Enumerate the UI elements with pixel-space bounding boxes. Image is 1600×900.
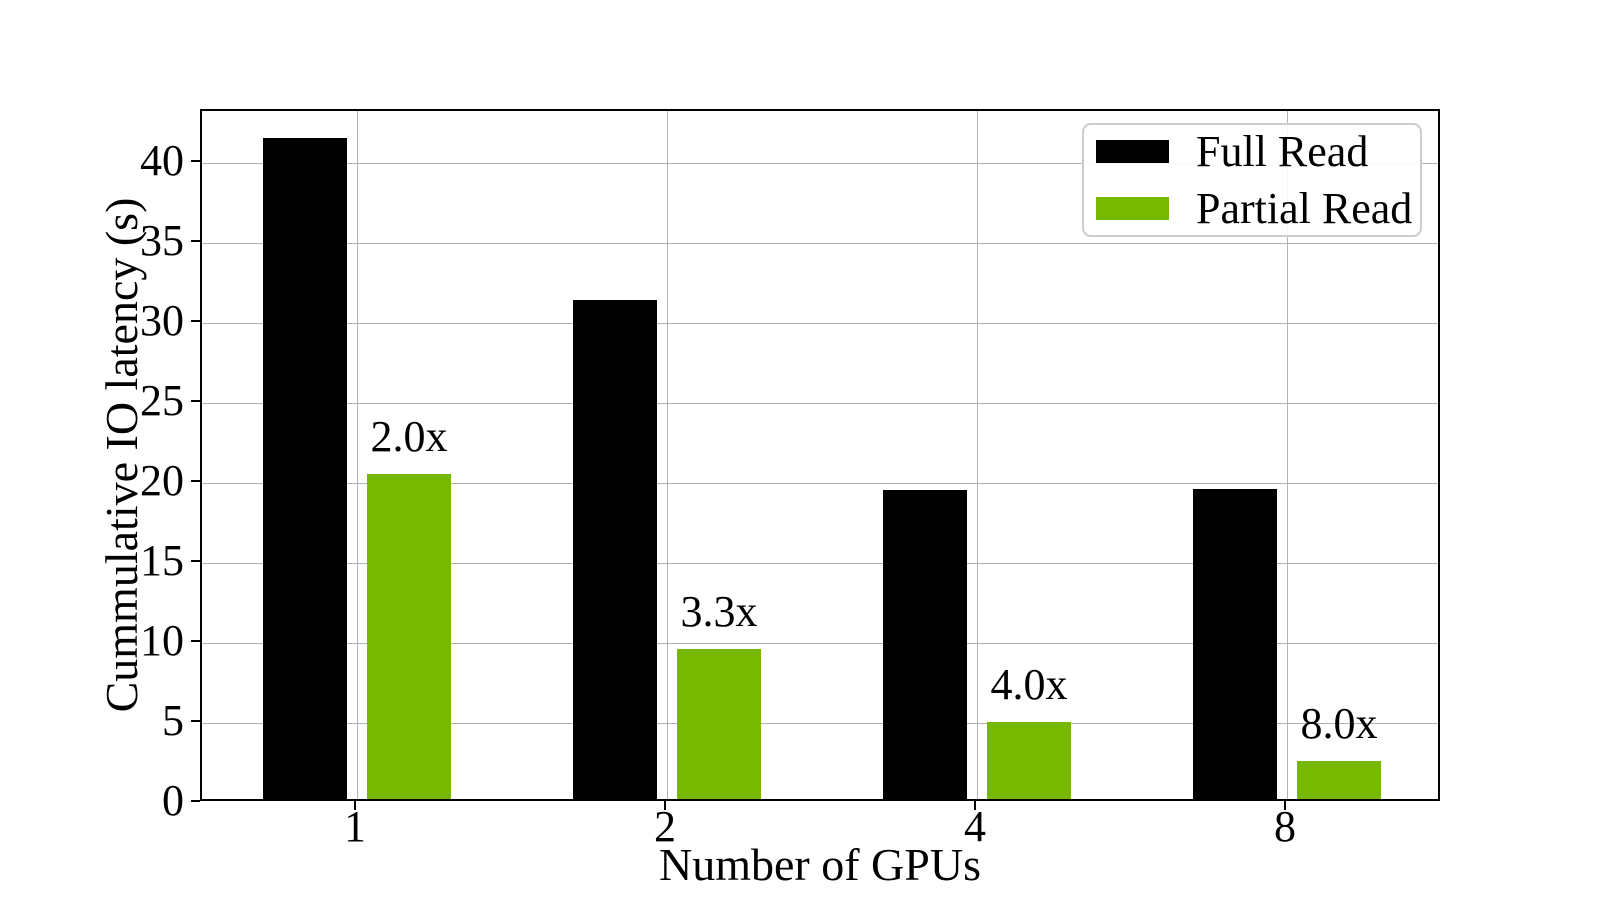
bar-partial-read-2gpu — [677, 648, 761, 799]
y-tick-mark-0 — [191, 800, 200, 802]
gridline-y-20 — [202, 482, 1438, 484]
x-tick-label-2: 2 — [654, 802, 676, 851]
gridline-y-35 — [202, 242, 1438, 244]
gridline-y-10 — [202, 642, 1438, 644]
x-tick-label-4: 4 — [964, 802, 986, 851]
bar-partial-read-1gpu — [367, 474, 451, 799]
legend-label-full-read: Full Read — [1196, 126, 1369, 176]
x-tick-mark-1 — [354, 801, 356, 810]
gridline-y-25 — [202, 402, 1438, 404]
y-tick-label-20: 20 — [140, 456, 184, 505]
gridline-y-30 — [202, 322, 1438, 324]
bar-partial-read-4gpu — [987, 722, 1071, 799]
y-tick-mark-40 — [191, 160, 200, 162]
speedup-annotation-2gpu: 3.3x — [680, 586, 758, 636]
y-tick-mark-25 — [191, 400, 200, 402]
gridline-x-8 — [1286, 111, 1288, 799]
gridline-y-40 — [202, 162, 1438, 164]
x-tick-mark-4 — [974, 801, 976, 810]
x-tick-mark-8 — [1284, 801, 1286, 810]
gridline-x-1 — [356, 111, 358, 799]
legend-entry-full-read: Full Read — [1096, 126, 1420, 176]
x-tick-label-8: 8 — [1274, 802, 1296, 851]
y-tick-label-40: 40 — [140, 136, 184, 185]
y-tick-mark-5 — [191, 720, 200, 722]
speedup-annotation-1gpu: 2.0x — [370, 412, 448, 462]
y-tick-label-15: 15 — [140, 536, 184, 585]
legend-swatch-full-read — [1096, 140, 1169, 163]
legend: Full Read Partial Read — [1082, 123, 1422, 237]
speedup-annotation-4gpu: 4.0x — [990, 660, 1068, 710]
speedup-annotation-8gpu: 8.0x — [1300, 698, 1378, 748]
y-tick-label-10: 10 — [140, 616, 184, 665]
gridline-y-15 — [202, 562, 1438, 564]
y-tick-mark-15 — [191, 560, 200, 562]
y-tick-mark-30 — [191, 320, 200, 322]
gridline-x-2 — [666, 111, 668, 799]
bar-full-read-1gpu — [263, 138, 347, 799]
y-tick-label-30: 30 — [140, 296, 184, 345]
x-tick-label-1: 1 — [344, 802, 366, 851]
gridline-y-5 — [202, 722, 1438, 724]
y-tick-mark-35 — [191, 240, 200, 242]
y-tick-label-5: 5 — [162, 696, 184, 745]
legend-swatch-partial-read — [1096, 197, 1169, 220]
bar-full-read-2gpu — [573, 299, 657, 799]
bar-full-read-8gpu — [1193, 488, 1277, 799]
x-tick-mark-2 — [664, 801, 666, 810]
x-axis-title: Number of GPUs — [659, 839, 981, 890]
y-tick-label-35: 35 — [140, 216, 184, 265]
y-tick-mark-20 — [191, 480, 200, 482]
y-tick-label-0: 0 — [162, 776, 184, 825]
y-tick-mark-10 — [191, 640, 200, 642]
legend-entry-partial-read: Partial Read — [1096, 183, 1420, 233]
bar-full-read-4gpu — [883, 490, 967, 799]
legend-label-partial-read: Partial Read — [1196, 183, 1413, 233]
bar-partial-read-8gpu — [1297, 760, 1381, 799]
gridline-x-4 — [976, 111, 978, 799]
y-tick-label-25: 25 — [140, 376, 184, 425]
